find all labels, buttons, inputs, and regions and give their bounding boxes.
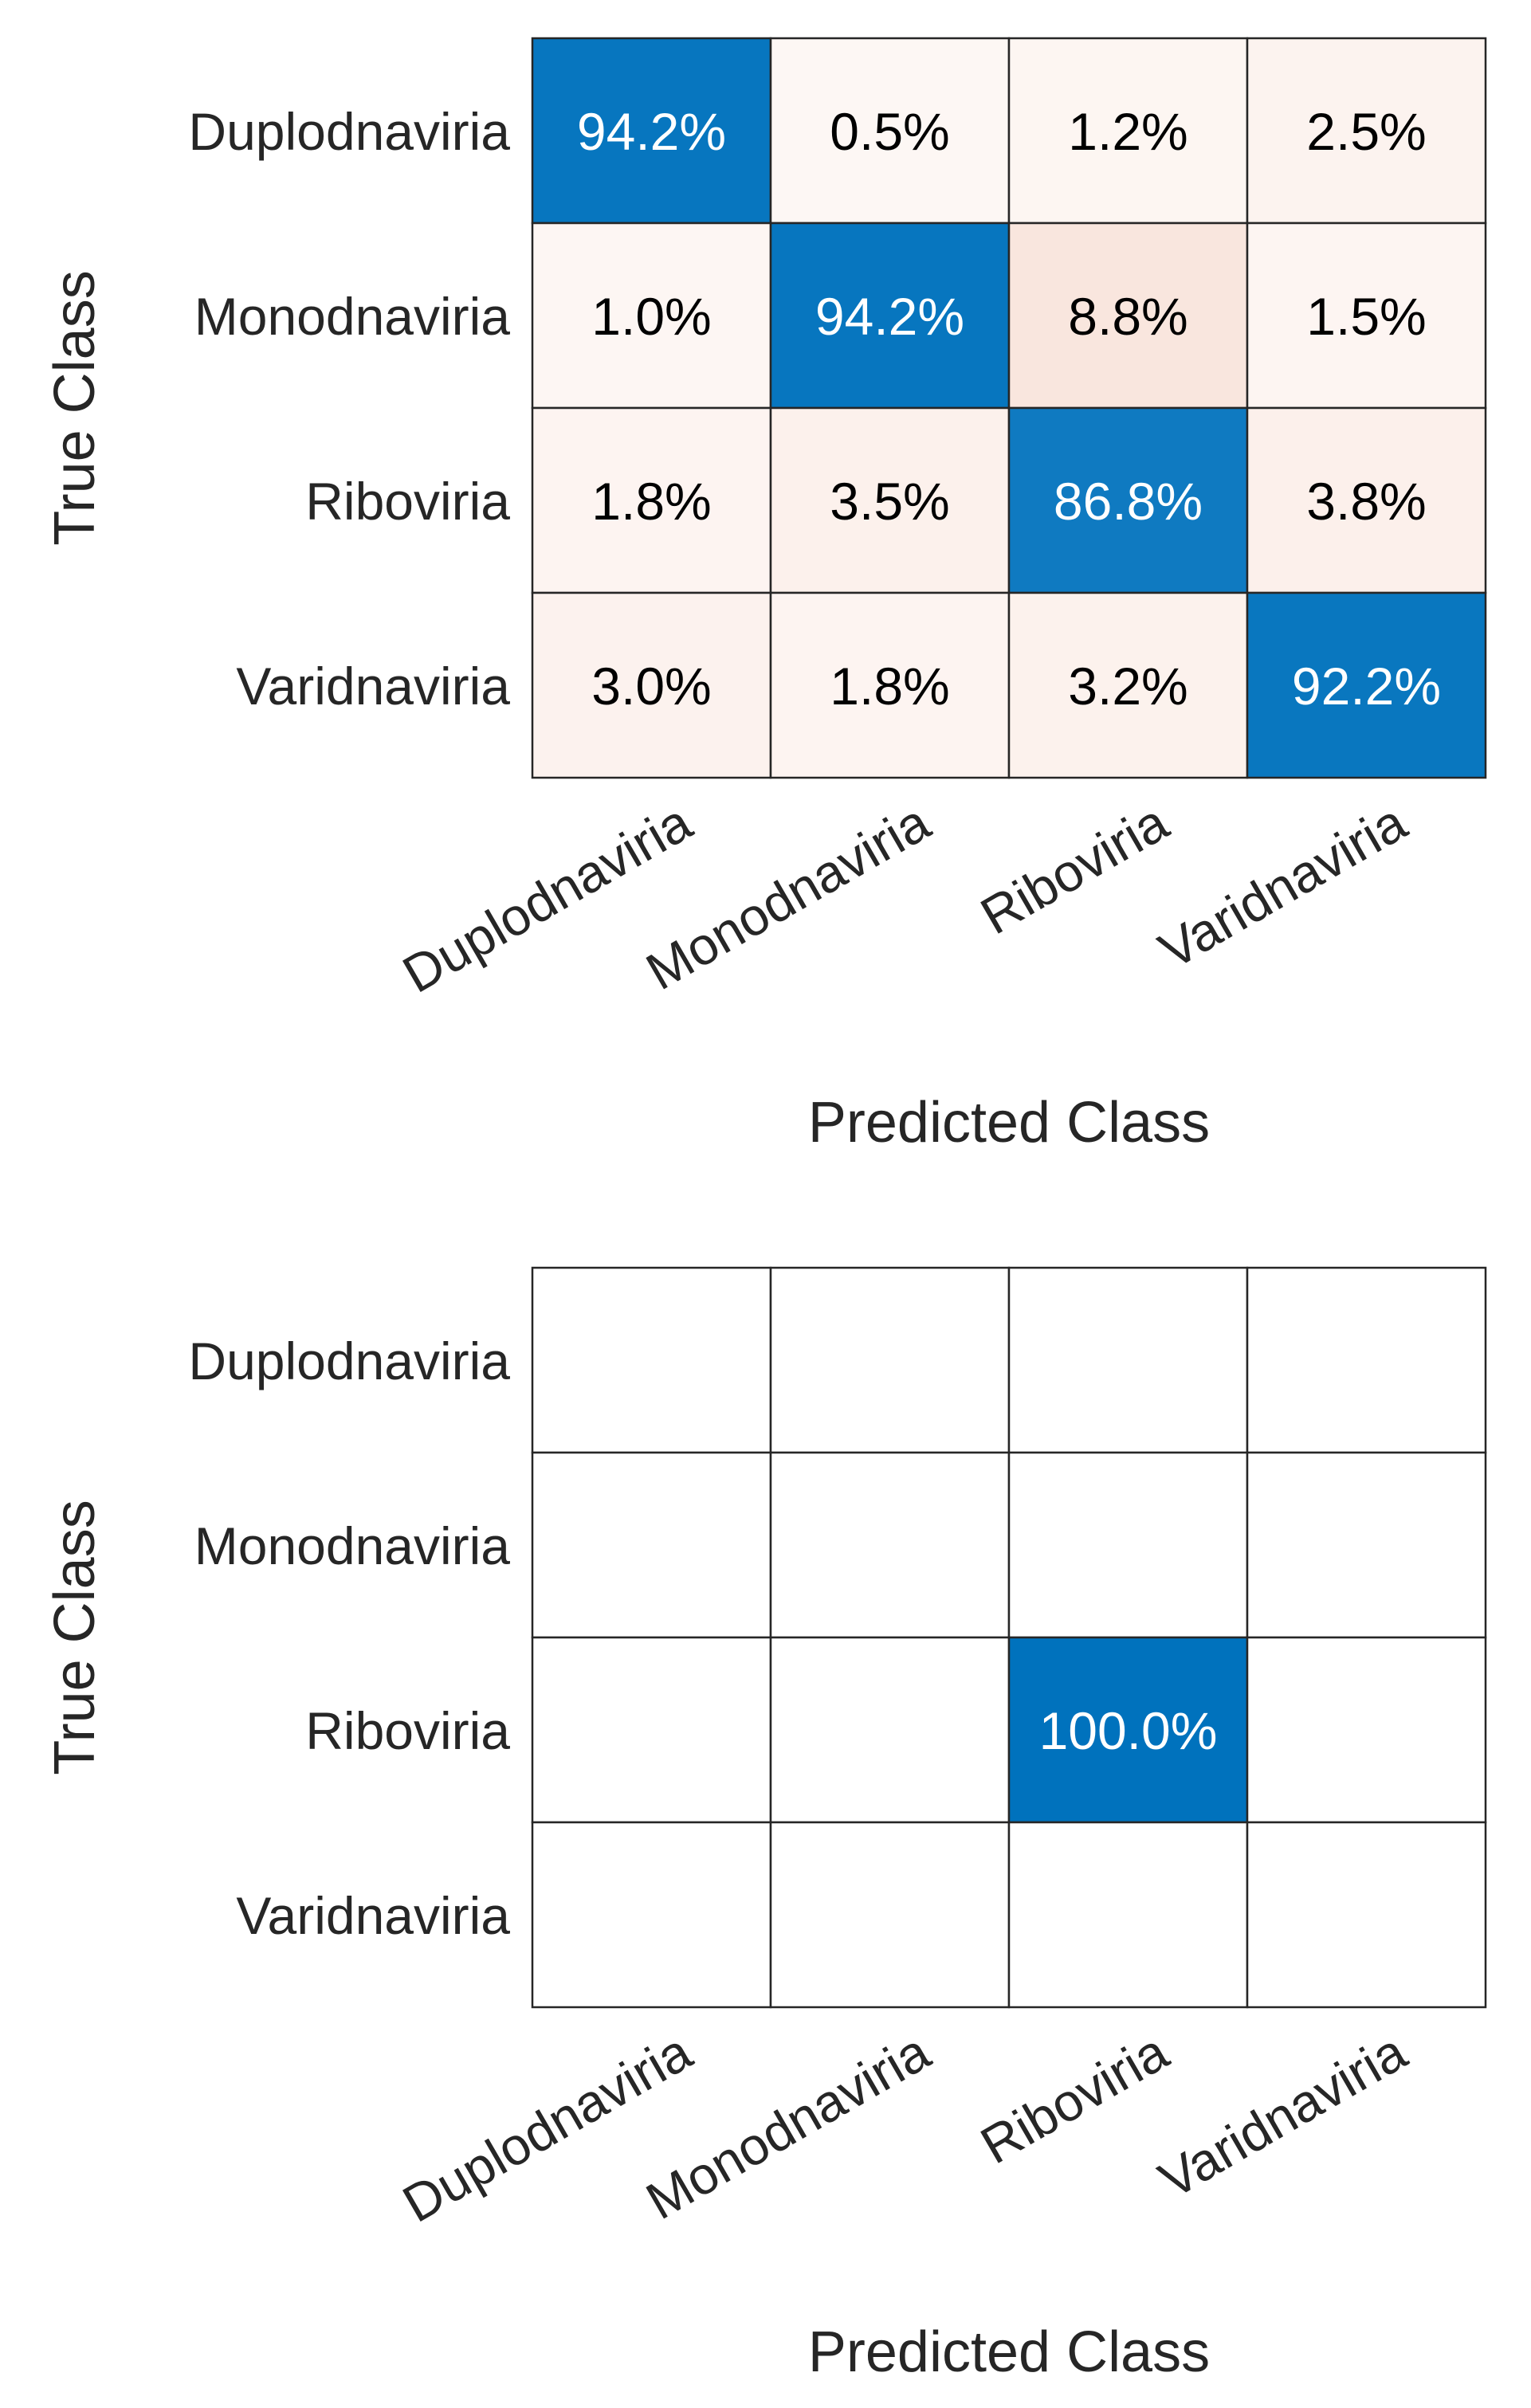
cell-value-label: 0.5% (830, 102, 949, 161)
matrix-cell (531, 591, 772, 779)
matrix-cell (1007, 1451, 1249, 1639)
cell-value-label: 94.2% (815, 287, 964, 346)
matrix-cell (1246, 1636, 1487, 1824)
matrix-cell (769, 1636, 1011, 1824)
matrix-cell (531, 1451, 772, 1639)
cell-value-label: 8.8% (1068, 287, 1188, 346)
y-tick-label: Duplodnaviria (188, 102, 510, 161)
cell-value-label: 86.8% (1054, 472, 1203, 531)
y-tick-label: Varidnaviria (236, 657, 510, 716)
matrix-cell (1246, 222, 1487, 410)
x-tick-label: Riboviria (971, 2022, 1178, 2175)
cell-value-label: 1.8% (830, 657, 949, 716)
matrix-cell (1007, 37, 1249, 225)
y-axis-title: True Class (43, 270, 107, 545)
x-tick-label: Riboviria (971, 792, 1178, 946)
x-axis-title: Predicted Class (808, 2320, 1210, 2384)
matrix-cell (769, 1821, 1011, 2009)
x-tick-label: Varidnaviria (1149, 2022, 1416, 2210)
y-tick-label: Riboviria (305, 1701, 510, 1760)
cell-value-label: 1.8% (591, 472, 711, 531)
cell-value-label: 3.5% (830, 472, 949, 531)
matrix-cell (1246, 1266, 1487, 1454)
cell-value-label: 3.0% (591, 657, 711, 716)
matrix-cell (531, 222, 772, 410)
matrix-cell (531, 1636, 772, 1824)
cell-value-label: 94.2% (577, 102, 726, 161)
y-tick-label: Duplodnaviria (188, 1331, 510, 1390)
cell-value-label: 2.5% (1306, 102, 1426, 161)
matrix-cell (769, 406, 1011, 594)
matrix-cell (769, 591, 1011, 779)
matrix-cell (1007, 591, 1249, 779)
confusion-matrix-1: 94.2% 0.5% 1.2% 2.5% 1.0% 94.2% 8.8% 1.5% 1.8% 3.… (43, 37, 1487, 1155)
matrix-cell (769, 37, 1011, 225)
x-axis-title: Predicted Class (808, 1091, 1210, 1155)
matrix-cell (1007, 1636, 1249, 1824)
matrix-cell (1246, 1821, 1487, 2009)
matrix-cell (769, 1451, 1011, 1639)
matrix-cell (1007, 1266, 1249, 1454)
cell-value-label: 1.2% (1068, 102, 1188, 161)
y-tick-label: Riboviria (305, 472, 510, 531)
matrix-cell (1246, 406, 1487, 594)
y-axis-title: True Class (43, 1500, 107, 1775)
confusion-matrix-2: 100.0% Duplodnaviria Monodnaviria Riboviria… (43, 1266, 1487, 2384)
y-tick-label: Monodnaviria (194, 1516, 511, 1575)
x-tick-label: Varidnaviria (1149, 792, 1416, 980)
cell-value-label: 92.2% (1292, 657, 1441, 716)
cell-value-label: 100.0% (1039, 1701, 1218, 1760)
cell-value-label: 1.5% (1306, 287, 1426, 346)
matrix-cell (531, 1266, 772, 1454)
y-tick-label: Varidnaviria (236, 1886, 510, 1945)
cell-value-label: 3.2% (1068, 657, 1188, 716)
cell-value-label: 1.0% (591, 287, 711, 346)
matrix-cell (531, 1821, 772, 2009)
matrix-cell (769, 1266, 1011, 1454)
matrix-cell (1246, 591, 1487, 779)
matrix-cell (769, 222, 1011, 410)
cell-value-label: 3.8% (1306, 472, 1426, 531)
matrix-cell (1007, 1821, 1249, 2009)
y-tick-label: Monodnaviria (194, 287, 511, 346)
matrix-cell (1246, 37, 1487, 225)
matrix-cell (1246, 1451, 1487, 1639)
matrix-cell (531, 37, 772, 225)
